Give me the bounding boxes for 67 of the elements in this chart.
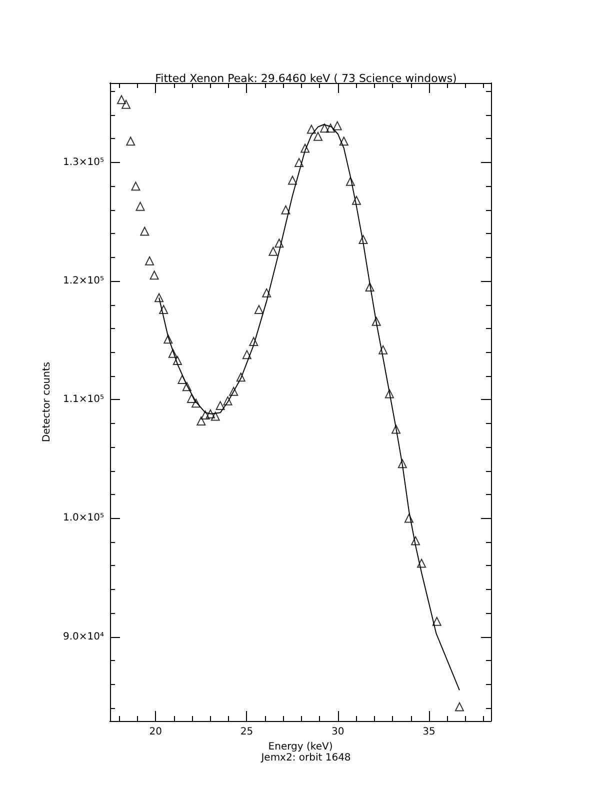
point xyxy=(339,136,348,146)
x-tick-label: 20 xyxy=(149,726,162,738)
point xyxy=(223,396,232,406)
x-tick-label: 35 xyxy=(422,726,436,738)
point xyxy=(454,702,464,712)
point xyxy=(358,235,368,244)
point xyxy=(314,132,322,141)
point xyxy=(294,158,304,167)
point xyxy=(268,246,278,256)
point xyxy=(398,459,407,468)
point xyxy=(140,226,150,236)
point xyxy=(288,176,297,185)
point xyxy=(281,205,290,214)
point xyxy=(164,334,173,344)
x-tick-label: 25 xyxy=(240,726,254,738)
point xyxy=(274,238,284,248)
point xyxy=(192,398,201,408)
point xyxy=(210,412,220,421)
point xyxy=(372,316,381,326)
point xyxy=(365,282,374,292)
point xyxy=(404,514,414,523)
point xyxy=(131,182,140,191)
point xyxy=(262,288,272,298)
point xyxy=(320,124,330,133)
point xyxy=(206,409,215,418)
point xyxy=(306,124,316,134)
point xyxy=(432,616,442,626)
point xyxy=(178,374,187,384)
y-axis-title: Detector counts xyxy=(42,362,52,442)
point xyxy=(411,536,420,546)
point xyxy=(229,386,238,396)
point xyxy=(150,270,159,280)
point xyxy=(332,121,342,130)
point xyxy=(417,558,426,568)
point xyxy=(172,356,182,365)
point xyxy=(145,256,154,266)
point xyxy=(216,401,225,410)
point xyxy=(236,372,246,382)
x-axis-title: Energy (keV) xyxy=(268,741,333,752)
point xyxy=(326,124,336,133)
point xyxy=(378,345,388,354)
point xyxy=(116,95,126,104)
x-tick-label: 30 xyxy=(332,726,344,738)
text: Jemx2: orbit 1648 xyxy=(260,752,351,764)
point xyxy=(384,389,394,398)
point xyxy=(249,337,258,346)
point xyxy=(346,176,355,186)
point xyxy=(196,416,206,426)
point xyxy=(159,305,168,314)
point xyxy=(126,136,136,146)
point xyxy=(168,348,178,358)
y-tick-label: 1.0×10⁵ xyxy=(62,512,104,524)
point xyxy=(392,424,401,434)
point xyxy=(352,196,361,205)
y-tick-label: 1.3×10⁵ xyxy=(62,156,104,168)
point xyxy=(242,350,252,360)
point xyxy=(136,202,145,211)
point xyxy=(254,305,264,314)
point xyxy=(186,394,196,403)
point xyxy=(154,293,164,302)
y-tick-label: 9.0×10⁴ xyxy=(62,631,104,642)
point xyxy=(122,100,131,109)
y-tick-label: 1.2×10⁵ xyxy=(62,276,104,287)
point xyxy=(300,144,310,153)
point xyxy=(182,382,192,392)
y-tick-label: 1.1×10⁵ xyxy=(62,394,104,406)
point xyxy=(200,410,210,420)
